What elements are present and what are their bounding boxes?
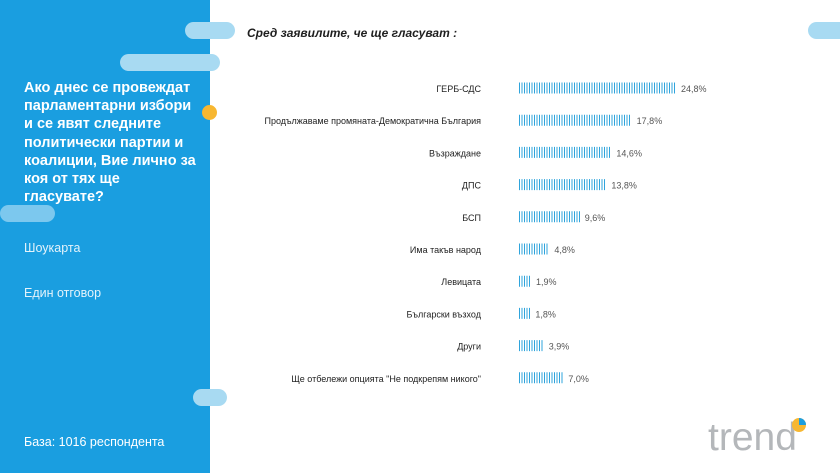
sidebar-panel: Ако днес се провеждат парламентарни избо… [0,0,210,473]
category-label: Има такъв народ [410,245,482,255]
decor-pill [120,54,220,71]
value-label: 17,8% [637,116,663,126]
value-label: 1,9% [536,277,557,287]
value-label: 9,6% [585,213,606,223]
bar [519,179,605,191]
bar [519,372,563,384]
category-label: Български възход [406,309,481,319]
category-label: Левицата [441,277,481,287]
category-label: ГЕРБ-СДС [436,84,481,94]
bar [519,243,548,255]
decor-pill [0,205,55,222]
bar [519,211,580,223]
bar [519,146,610,158]
bar [519,340,543,352]
category-label: Ще отбележи опцията "Не подкрепям никого… [291,374,481,384]
value-label: 24,8% [681,84,707,94]
value-label: 7,0% [568,374,589,384]
logo-dot-segment [799,418,806,425]
category-label: Продължаваме промяната-Демократична Бълг… [264,116,481,126]
single-answer-label: Един отговор [24,286,102,300]
bar [519,275,530,287]
chart-subtitle: Сред заявилите, че ще гласуват : [247,26,458,40]
category-label: БСП [462,213,481,223]
category-label: ДПС [462,181,482,191]
decor-pill [193,389,227,406]
category-label: Възраждане [429,148,481,158]
value-label: 14,6% [616,148,642,158]
decor-pill [808,22,840,39]
value-label: 1,8% [535,309,556,319]
value-label: 4,8% [554,245,575,255]
value-label: 13,8% [611,181,637,191]
bar [519,114,630,126]
value-label: 3,9% [549,342,570,352]
category-label: Други [457,342,481,352]
showcard-label: Шоукарта [24,241,81,255]
bar [519,82,675,94]
respondent-base: База: 1016 респондента [24,435,165,449]
survey-question: Ако днес се провеждат парламентарни избо… [24,80,196,206]
bar [519,307,530,319]
logo-text: trend [708,416,797,459]
decor-pill [185,22,235,39]
trend-logo-icon: trend [708,416,806,459]
accent-dot [202,105,217,120]
